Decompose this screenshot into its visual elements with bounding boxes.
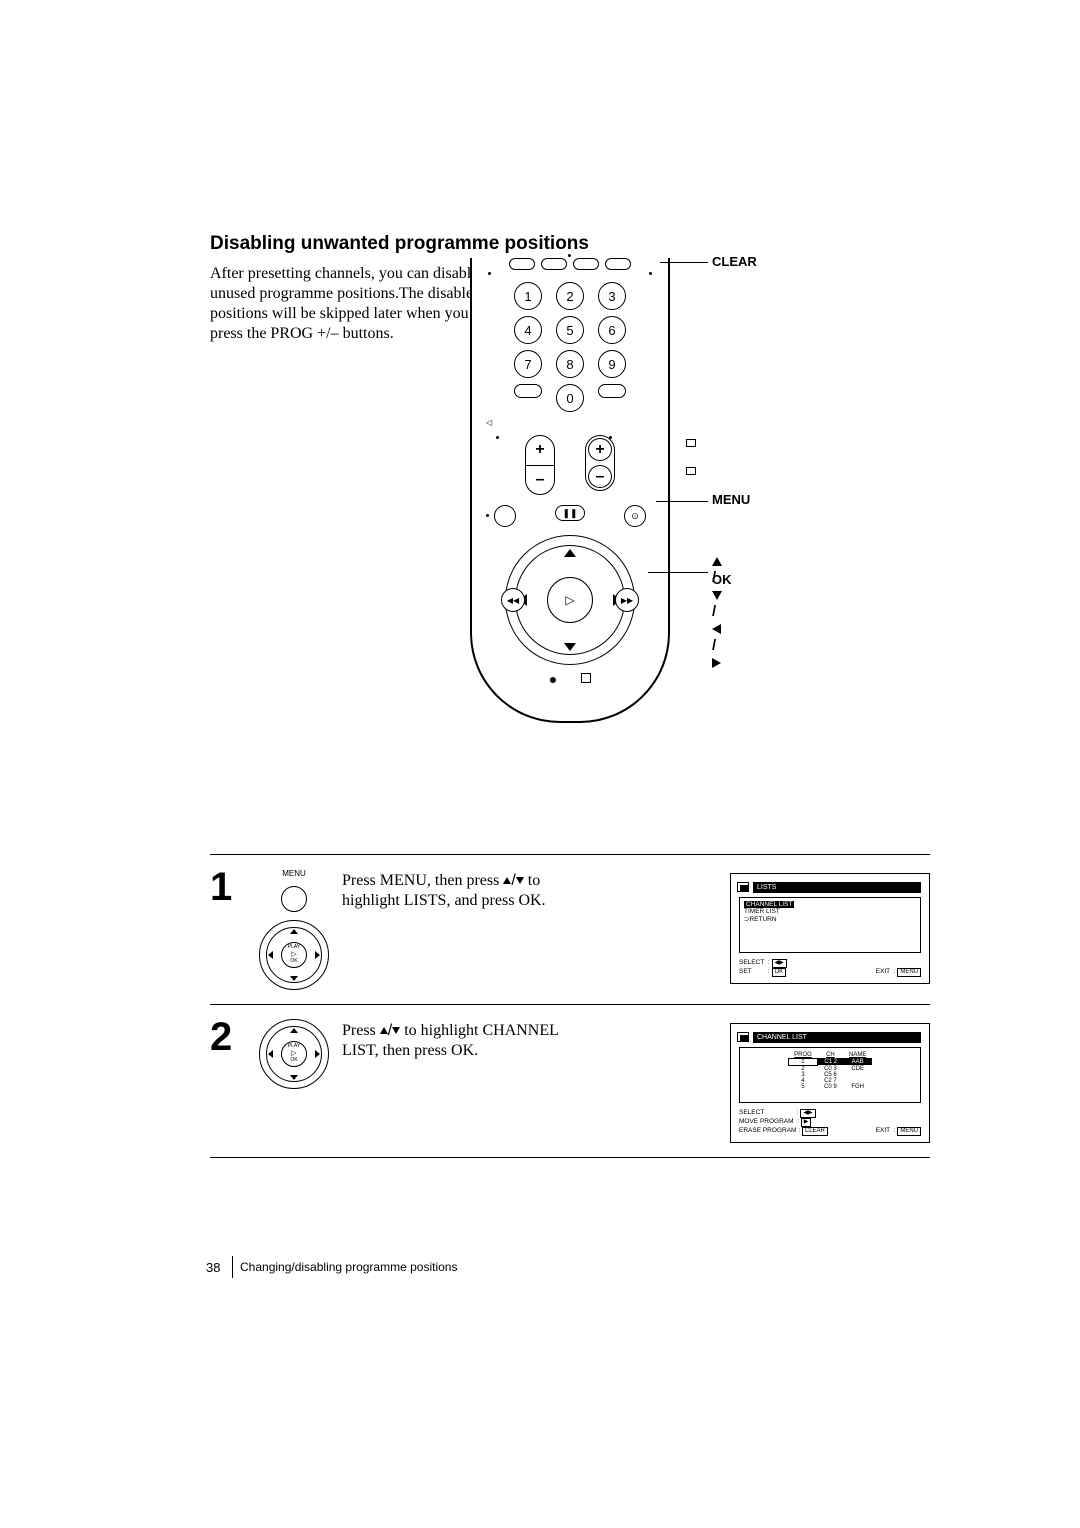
step-2: 2 PLAY▷OK Press / to highlight CHANNEL L… (210, 1005, 930, 1159)
step1-screen: LISTS CHANNEL LIST TIMER LIST ⊃RETURN SE… (730, 873, 930, 984)
clear-button-pill (605, 258, 631, 270)
intro-paragraph: After presetting channels, you can disab… (210, 264, 500, 344)
rec-icon: ● (549, 673, 557, 689)
num-4: 4 (514, 316, 542, 344)
oval-right (598, 384, 626, 398)
oval-left (514, 384, 542, 398)
step2-dpad-icon: PLAY▷OK (259, 1019, 329, 1089)
num-7: 7 (514, 350, 542, 378)
number-pad: 1 2 3 4 5 6 7 8 9 (472, 282, 668, 378)
stop-icon (581, 673, 591, 683)
num-6: 6 (598, 316, 626, 344)
step2-text: Press / to highlight CHANNEL LIST, then … (342, 1019, 572, 1144)
step1-menu-label: MENU (282, 869, 306, 878)
callout-arrows: /// (712, 552, 722, 671)
pause-oval: ❚❚ (555, 505, 585, 521)
vol-plus-minus: + – (585, 435, 615, 491)
num-2: 2 (556, 282, 584, 310)
tv-icon (737, 882, 749, 892)
step-number: 1 (210, 869, 246, 990)
tv-icon (737, 1032, 749, 1042)
callout-menu: MENU (712, 492, 750, 507)
menu-button-circle: ⊙ (624, 505, 646, 527)
step2-screen-header: CHANNEL LIST (753, 1032, 921, 1043)
num-8: 8 (556, 350, 584, 378)
footer-divider (232, 1256, 233, 1278)
step-number: 2 (210, 1019, 246, 1144)
page-number: 38 (206, 1260, 220, 1275)
menu-small-left (494, 505, 516, 527)
remote-diagram: 1 2 3 4 5 6 7 8 9 0 ◁ + – (470, 240, 670, 723)
step-1: 1 MENU PLAY▷OK Press MENU, then press / … (210, 854, 930, 1005)
channel-table: PROG CH NAME 1 C1 2 AAB 2C0 3CDE 3C5 6 (788, 1052, 873, 1090)
callout-clear: CLEAR (712, 254, 757, 269)
step1-screen-header: LISTS (753, 882, 921, 893)
callout-ok: OK (712, 572, 732, 587)
steps-list: 1 MENU PLAY▷OK Press MENU, then press / … (210, 854, 930, 1159)
rew-icon: ◀◀ (501, 588, 525, 612)
small-box-icon (686, 439, 696, 447)
step1-menu-button-icon (281, 886, 307, 912)
num-9: 9 (598, 350, 626, 378)
top-pill-1 (509, 258, 535, 270)
num-1: 1 (514, 282, 542, 310)
step2-screen: CHANNEL LIST PROG CH NAME 1 C1 2 AA (730, 1023, 930, 1144)
ff-icon: ▶▶ (615, 588, 639, 612)
num-0: 0 (556, 384, 584, 412)
footer-section: Changing/disabling programme positions (240, 1260, 457, 1274)
top-pill-3 (573, 258, 599, 270)
num-3: 3 (598, 282, 626, 310)
direction-pad: ▷ ◀◀ ▶▶ (505, 535, 635, 665)
prog-plus-minus: + – (525, 435, 555, 495)
small-box-icon-2 (686, 467, 696, 475)
num-5: 5 (556, 316, 584, 344)
step1-text: Press MENU, then press / to highlight LI… (342, 869, 572, 990)
step1-dpad-icon: PLAY▷OK (259, 920, 329, 990)
top-pill-2 (541, 258, 567, 270)
